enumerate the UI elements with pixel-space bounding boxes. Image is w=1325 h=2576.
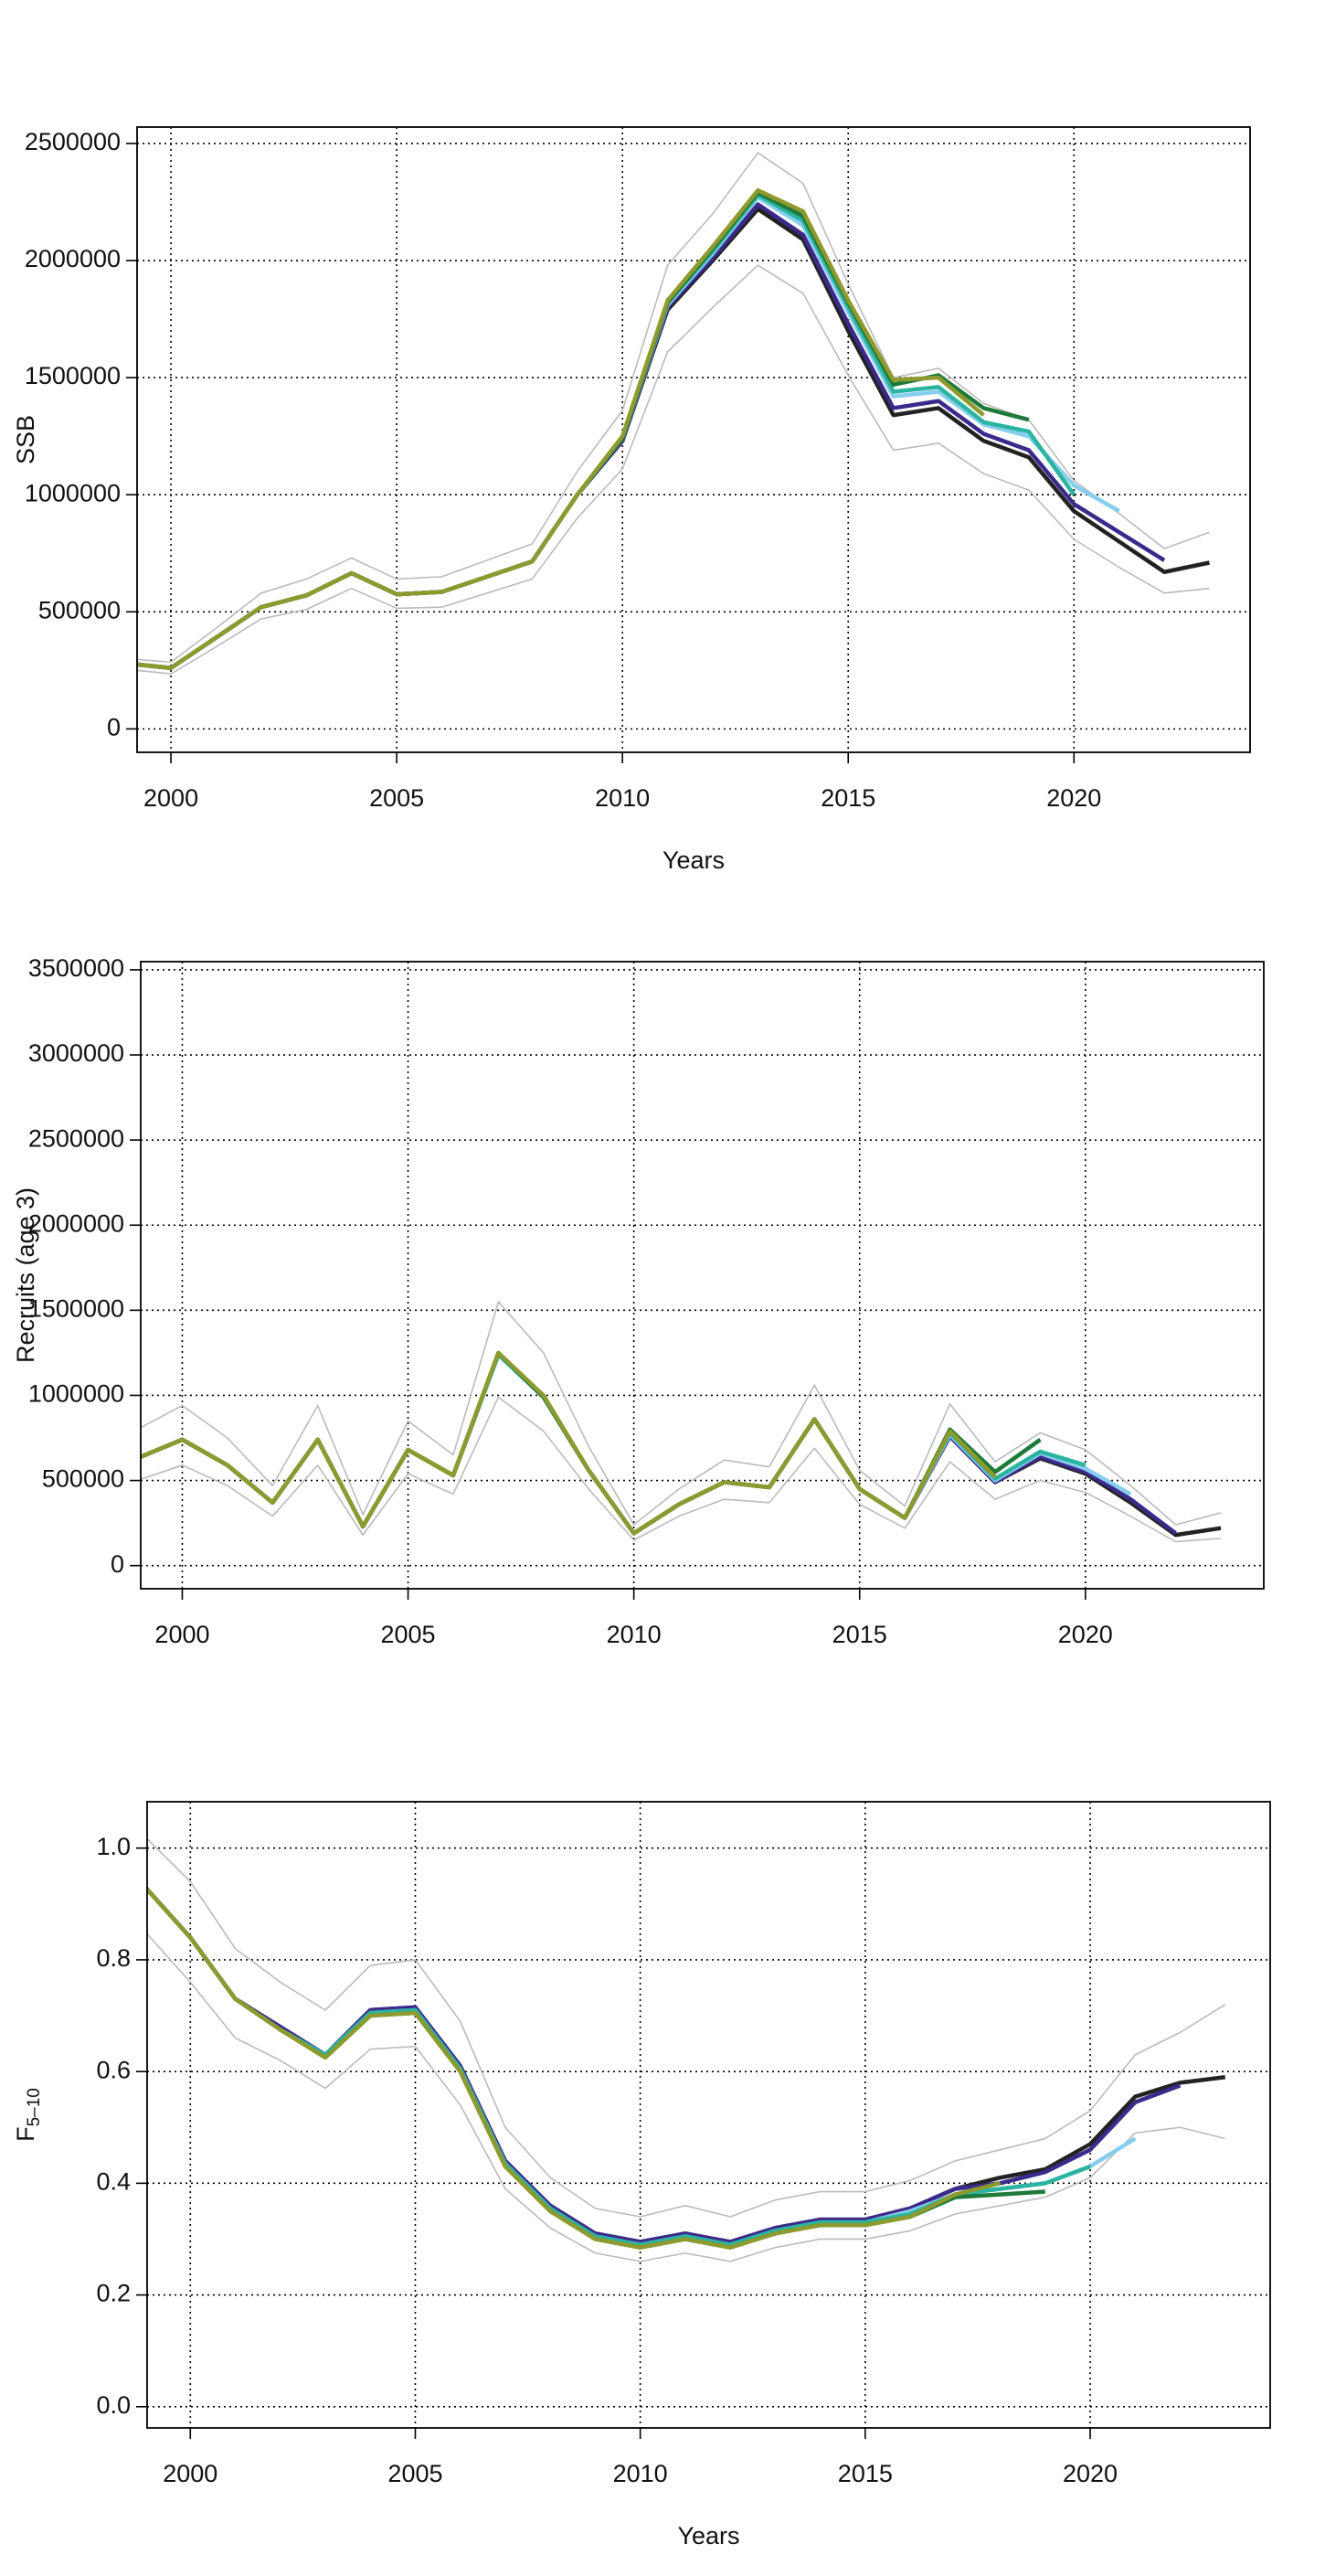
y-tick-label: 1500000 [25,362,121,389]
x-tick-label: 2020 [1046,784,1101,812]
x-tick-label: 2005 [387,2460,442,2487]
y-tick-label: 1000000 [25,479,121,506]
chart: 2000 2005 2010 2015 2020 0 500000 1000000 150000… [12,954,1265,1648]
y-axis-label: SSB [12,415,39,464]
series-line [141,1350,997,1536]
x-tick-label: 2000 [154,1621,209,1648]
series-line [147,1886,1045,2250]
y-axis-label-main: SSB [12,415,39,464]
series-line [137,152,1210,664]
series-line [137,193,1076,671]
y-tick-label: 500000 [38,596,121,623]
series-line [137,264,1210,675]
lines [147,1837,1226,2262]
lines [141,1301,1222,1543]
x-tick-label: 2000 [163,2460,217,2487]
series-line [147,1886,1002,2250]
x-axis-label: Years [662,846,725,874]
series-line [147,1932,1225,2262]
x-tick-label: 2015 [838,2460,893,2487]
y-tick-label: 0.4 [96,2167,131,2195]
plot-frame [136,126,1251,753]
x-tick-label: 2010 [607,1621,662,1648]
y-tick-label: 2000000 [28,1209,124,1237]
y-tick-label: 0.8 [96,1944,131,1972]
lines [137,152,1210,675]
y-tick-label: 0.2 [96,2280,131,2307]
series-line [137,187,985,671]
y-tick-label: 3500000 [28,954,124,982]
y-axis-label-main: Recruits (age 3) [12,1187,39,1363]
y-tick-label: 1.0 [96,1833,131,1860]
y-tick-label: 0 [107,714,121,741]
plot-frame [146,1801,1271,2429]
y-tick-label: 2500000 [25,128,121,155]
x-tick-label: 2020 [1058,1621,1113,1648]
series-line [141,1396,1222,1543]
series-line [137,190,1030,671]
y-tick-label: 0.6 [96,2056,131,2083]
y-tick-label: 1000000 [28,1380,124,1408]
series-line [147,1886,1182,2244]
series-line [141,1301,1222,1526]
y-tick-label: 3000000 [28,1039,124,1067]
y-axis-label-subscript: 5–10 [25,2088,44,2126]
x-axis-label: Years [677,2522,739,2549]
y-axis-label: F5–10 [12,2088,44,2142]
y-axis-label: Recruits (age 3) [12,1187,39,1363]
x-tick-label: 2010 [595,784,650,812]
x-tick-label: 2005 [381,1621,436,1648]
y-tick-label: 2000000 [25,245,121,272]
x-tick-label: 2020 [1063,2460,1118,2487]
chart: 2000 2005 2010 2015 2020 0.0 0.2 0.4 0.6 0.8 1.0 Ye… [12,1801,1271,2549]
plot-frame [140,961,1265,1590]
y-tick-label: 2500000 [28,1124,124,1152]
y-tick-label: 500000 [42,1465,124,1493]
x-tick-label: 2005 [369,784,424,812]
series-line [147,1837,1226,2218]
chart: 2000 2005 2010 2015 2020 0 500000 1000000 150000… [12,126,1251,874]
x-tick-label: 2015 [832,1621,887,1648]
series-line [141,1352,1222,1538]
y-tick-label: 0 [111,1550,124,1578]
x-tick-label: 2000 [143,784,198,812]
y-tick-label: 0.0 [96,2391,131,2419]
x-tick-label: 2015 [821,784,875,812]
x-tick-label: 2010 [613,2460,668,2487]
series-line [137,202,1166,671]
y-tick-label: 1500000 [28,1294,124,1322]
y-axis-label-main: F [12,2126,39,2142]
